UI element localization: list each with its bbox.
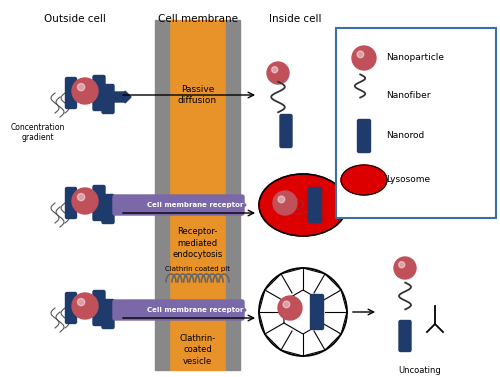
Bar: [169, 20, 226, 370]
Ellipse shape: [259, 174, 347, 236]
Ellipse shape: [341, 165, 387, 195]
Text: Receptor-
mediated
endocytosis: Receptor- mediated endocytosis: [172, 227, 222, 259]
FancyBboxPatch shape: [358, 120, 370, 153]
FancyArrow shape: [113, 201, 131, 213]
FancyArrow shape: [238, 304, 246, 316]
Circle shape: [273, 191, 297, 215]
Text: Cell membrane receptor: Cell membrane receptor: [148, 202, 244, 208]
FancyBboxPatch shape: [102, 84, 114, 113]
FancyBboxPatch shape: [308, 187, 322, 222]
Text: Clathrin-
coated
vesicle: Clathrin- coated vesicle: [180, 334, 216, 366]
FancyBboxPatch shape: [93, 185, 105, 221]
FancyBboxPatch shape: [102, 299, 114, 328]
Text: Clathrin coated pit: Clathrin coated pit: [165, 266, 230, 272]
FancyArrow shape: [113, 306, 131, 318]
Text: Inside cell: Inside cell: [269, 14, 321, 24]
Bar: [226, 20, 240, 370]
Text: Nanoparticle: Nanoparticle: [386, 54, 444, 63]
FancyBboxPatch shape: [66, 187, 76, 219]
Circle shape: [72, 188, 98, 214]
Circle shape: [278, 296, 302, 320]
Circle shape: [78, 83, 84, 91]
FancyBboxPatch shape: [310, 294, 324, 329]
Circle shape: [72, 78, 98, 104]
Circle shape: [398, 262, 405, 268]
Bar: [155, 20, 169, 370]
Circle shape: [394, 257, 416, 279]
Text: Cell membrane: Cell membrane: [158, 14, 238, 24]
Text: Nanofiber: Nanofiber: [386, 92, 430, 101]
Circle shape: [352, 46, 376, 70]
Text: Concentration
gradient: Concentration gradient: [11, 123, 65, 143]
Text: Outside cell: Outside cell: [44, 14, 106, 24]
FancyBboxPatch shape: [102, 195, 114, 224]
Circle shape: [259, 268, 347, 356]
FancyBboxPatch shape: [336, 28, 496, 218]
Circle shape: [272, 67, 278, 73]
Text: Nanorod: Nanorod: [386, 132, 424, 141]
Circle shape: [78, 299, 84, 306]
FancyBboxPatch shape: [93, 75, 105, 110]
Text: Uncoating: Uncoating: [398, 366, 442, 375]
Circle shape: [283, 301, 290, 308]
FancyArrow shape: [113, 91, 131, 103]
FancyBboxPatch shape: [399, 320, 411, 351]
Text: Passive
diffusion: Passive diffusion: [178, 85, 217, 105]
Circle shape: [357, 51, 364, 58]
FancyBboxPatch shape: [66, 293, 76, 323]
FancyArrow shape: [238, 199, 246, 211]
Text: Cell membrane receptor: Cell membrane receptor: [148, 307, 244, 313]
FancyBboxPatch shape: [66, 78, 76, 109]
FancyBboxPatch shape: [93, 291, 105, 325]
Circle shape: [267, 62, 289, 84]
FancyBboxPatch shape: [280, 115, 292, 147]
Circle shape: [278, 196, 285, 203]
Text: Lysosome: Lysosome: [386, 176, 430, 184]
Circle shape: [78, 193, 84, 201]
FancyBboxPatch shape: [113, 195, 244, 215]
Circle shape: [72, 293, 98, 319]
FancyBboxPatch shape: [113, 300, 244, 320]
